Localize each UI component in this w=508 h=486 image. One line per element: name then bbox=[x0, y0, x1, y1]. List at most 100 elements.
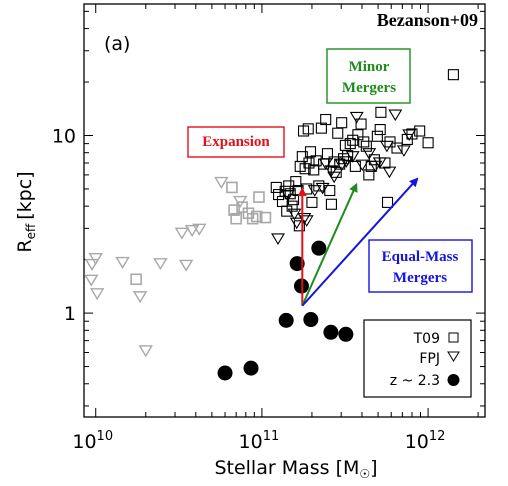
x-tick-label: 1012 bbox=[405, 429, 446, 453]
data-point-square bbox=[374, 124, 386, 136]
expansion-annotation: Expansion bbox=[187, 126, 285, 158]
data-point-square bbox=[406, 128, 418, 140]
legend-label-z23: z ~ 2.3 bbox=[390, 373, 440, 389]
data-point-triangle-faint bbox=[153, 258, 168, 271]
data-point-square bbox=[320, 113, 332, 126]
axis-tick-labels: 1010 1011 1012 1 10 bbox=[52, 125, 446, 453]
data-point-triangle-faint bbox=[178, 259, 194, 272]
data-point-circle bbox=[278, 312, 294, 328]
data-point-square bbox=[315, 122, 327, 134]
data-point-triangle-faint bbox=[184, 224, 200, 238]
data-point-square bbox=[284, 188, 296, 200]
data-point-triangle-faint bbox=[84, 258, 100, 271]
data-point-square bbox=[349, 160, 361, 172]
data-point-square bbox=[368, 154, 380, 166]
expansion-label: Expansion bbox=[202, 134, 270, 150]
data-point-square-faint bbox=[250, 210, 263, 223]
y-tick-label: 10 bbox=[52, 125, 76, 147]
data-point-triangle bbox=[324, 165, 339, 177]
legend-marker-square bbox=[448, 332, 459, 343]
data-point-triangle bbox=[299, 215, 314, 227]
legend-marker-triangle bbox=[447, 351, 460, 362]
data-point-circle bbox=[323, 324, 339, 340]
data-point-square bbox=[338, 153, 350, 165]
data-point-triangle bbox=[339, 156, 354, 168]
data-point-triangle bbox=[379, 140, 394, 153]
expansion-box bbox=[187, 126, 285, 158]
data-point-triangle-faint bbox=[232, 195, 248, 208]
data-point-triangle bbox=[349, 111, 364, 124]
data-point-triangle-faint bbox=[138, 345, 153, 358]
data-point-triangle-faint bbox=[88, 253, 103, 266]
data-point-square bbox=[306, 196, 318, 208]
data-point-square bbox=[336, 117, 348, 129]
data-point-triangle-faint bbox=[84, 274, 99, 287]
data-point-triangle bbox=[287, 208, 302, 221]
data-point-square bbox=[358, 136, 370, 148]
data-point-square-faint bbox=[253, 191, 265, 203]
equal-arrow bbox=[301, 177, 419, 307]
data-point-triangle bbox=[315, 182, 330, 195]
data-point-triangle-faint bbox=[89, 288, 105, 301]
data-point-square bbox=[302, 123, 314, 135]
data-point-square bbox=[332, 127, 344, 139]
data-point-triangle bbox=[271, 233, 285, 245]
data-point-triangle bbox=[327, 171, 342, 184]
data-point-square bbox=[391, 142, 403, 154]
data-point-square bbox=[375, 106, 387, 118]
data-point-square-faint bbox=[230, 212, 242, 225]
data-point-triangle bbox=[372, 157, 387, 169]
legend-label-t09: T09 bbox=[413, 331, 440, 347]
data-point-triangle-faint bbox=[115, 256, 130, 269]
data-point-circle bbox=[243, 360, 259, 376]
data-point-triangle bbox=[280, 190, 295, 202]
data-point-square bbox=[355, 118, 367, 130]
minor-arrow bbox=[301, 182, 358, 307]
equal-mass-mergers-label-line2: Mergers bbox=[393, 270, 447, 286]
plot-frame bbox=[83, 3, 486, 418]
data-point-triangle bbox=[345, 151, 360, 163]
model-arrows bbox=[297, 177, 419, 307]
data-point-square bbox=[344, 138, 356, 150]
minor-mergers-box bbox=[326, 48, 411, 104]
data-point-square bbox=[293, 220, 305, 232]
data-point-square bbox=[363, 169, 375, 181]
data-point-triangle-faint bbox=[174, 227, 190, 240]
legend: T09 FPJ z ~ 2.3 bbox=[363, 319, 472, 398]
data-point-circle bbox=[289, 256, 305, 272]
data-point-square bbox=[325, 198, 337, 210]
minor-mergers-annotation: Minor Mergers bbox=[326, 48, 411, 104]
data-point-triangle bbox=[362, 148, 377, 160]
data-point-square-faint bbox=[259, 211, 272, 224]
data-point-square bbox=[414, 125, 426, 137]
data-point-triangle bbox=[289, 217, 304, 230]
x-axis-label: Stellar Mass [M☉] bbox=[214, 457, 377, 481]
y-axis-label: Reff[kpc] bbox=[14, 171, 38, 252]
y-tick-label: 1 bbox=[64, 303, 76, 325]
data-point-triangle-faint bbox=[132, 291, 148, 304]
x-tick-label: 1010 bbox=[72, 429, 113, 453]
axis-ticks bbox=[84, 4, 485, 417]
data-point-triangle bbox=[388, 109, 403, 122]
legend-marker-circle bbox=[447, 374, 460, 386]
data-point-square bbox=[286, 200, 298, 212]
minor-mergers-label-line2: Mergers bbox=[342, 80, 396, 96]
data-point-square bbox=[299, 163, 311, 175]
data-point-circle bbox=[338, 326, 354, 342]
data-point-square bbox=[308, 164, 320, 176]
data-point-square bbox=[290, 176, 302, 188]
legend-label-fpj: FPJ bbox=[419, 351, 440, 367]
data-point-triangle-faint bbox=[192, 223, 207, 236]
data-point-square bbox=[304, 146, 317, 158]
data-point-square bbox=[270, 181, 282, 193]
data-point-square bbox=[310, 155, 322, 167]
equal-mass-mergers-box bbox=[368, 239, 473, 293]
data-point-triangle bbox=[382, 166, 397, 179]
panel-label: (a) bbox=[104, 33, 130, 55]
data-point-square bbox=[447, 69, 459, 81]
equal-mass-mergers-annotation: Equal-Mass Mergers bbox=[368, 239, 473, 293]
data-point-square bbox=[352, 129, 364, 141]
x-tick-label: 1011 bbox=[239, 429, 280, 453]
data-point-triangle-faint bbox=[214, 176, 229, 189]
